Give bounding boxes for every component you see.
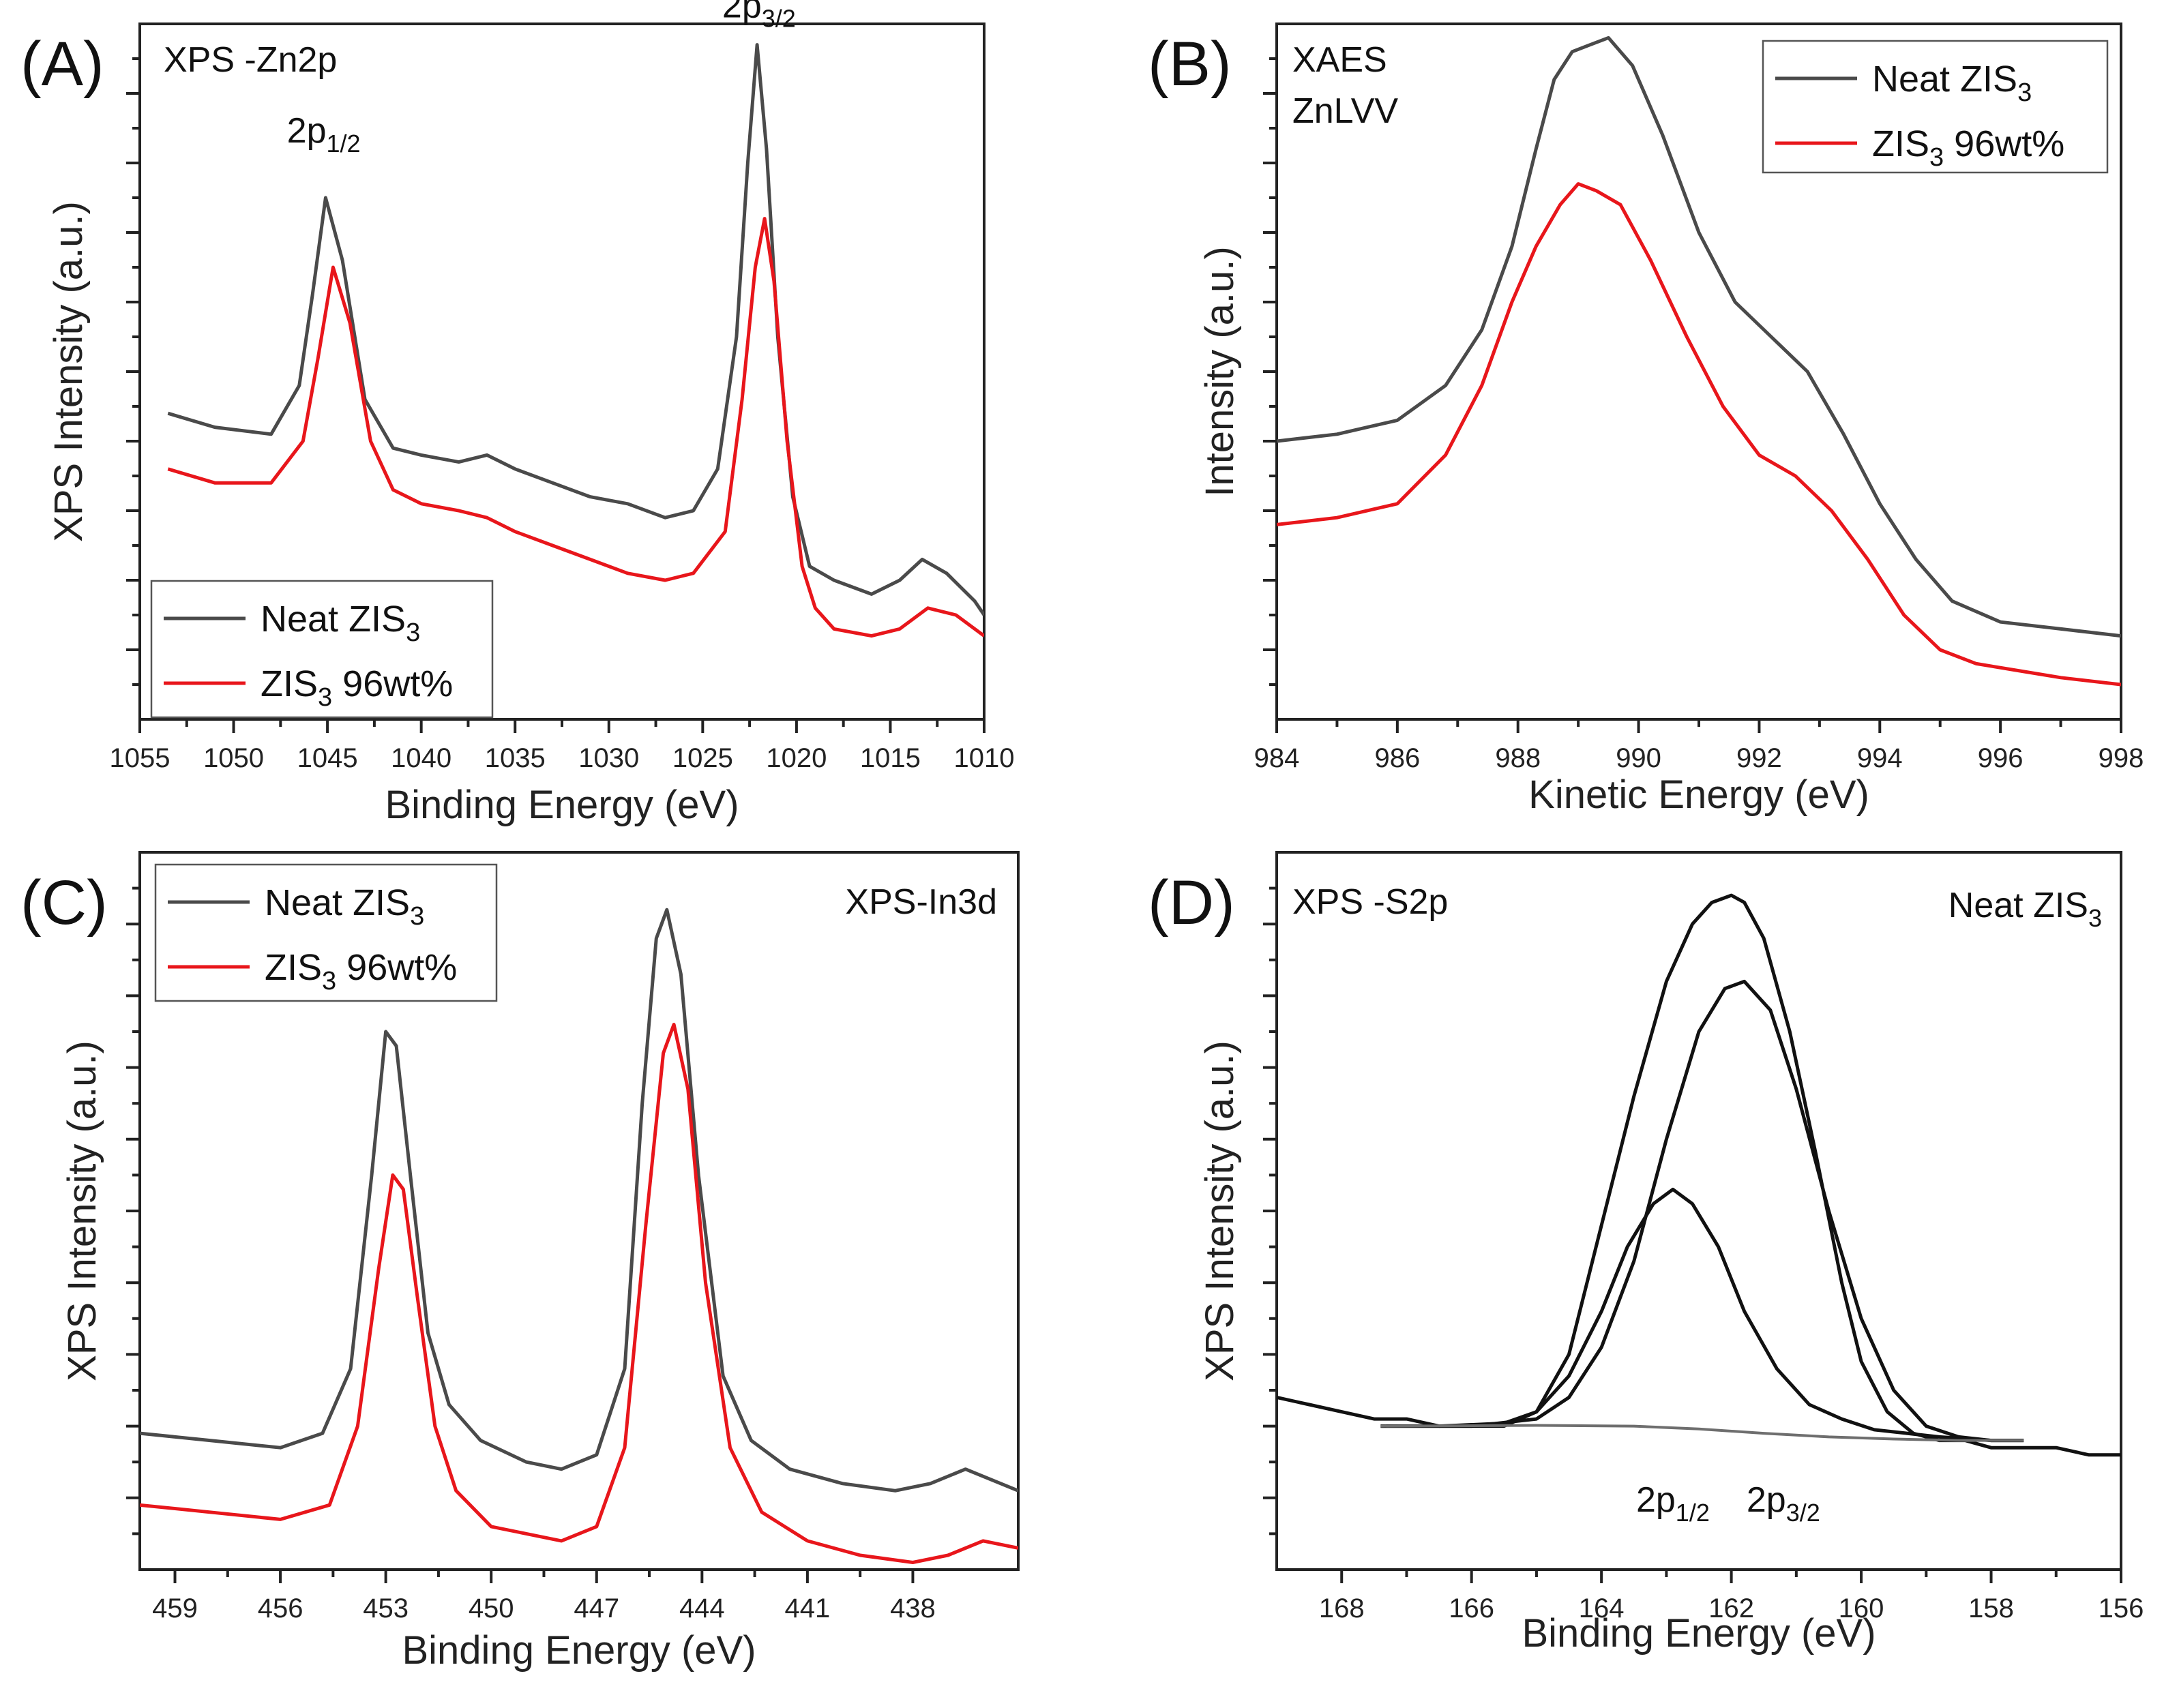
x-tick-label: 998: [2099, 743, 2144, 773]
x-tick-label: 158: [1968, 1593, 2014, 1623]
legend-label: Neat ZIS3: [261, 599, 420, 647]
x-tick-label: 1045: [297, 743, 358, 773]
legend-label: Neat ZIS3: [265, 882, 424, 931]
series-line-zis3-96wt: [167, 217, 984, 638]
series-line-background: [1380, 1424, 2024, 1442]
x-tick-label: 1030: [578, 743, 639, 773]
legend-box: [154, 863, 498, 1002]
x-tick-label: 1020: [766, 743, 827, 773]
legend-label: ZIS3 96wt%: [1872, 123, 2064, 172]
panel-letter: (B): [1148, 29, 1232, 99]
peak-annotation: 2p1/2: [287, 111, 361, 158]
x-tick-label: 459: [152, 1593, 198, 1623]
series-line-neat-zis3: [140, 908, 1018, 1493]
x-axis-label: Binding Energy (eV): [385, 783, 739, 827]
chart-title: XPS -Zn2p: [164, 40, 337, 80]
x-tick-label: 438: [890, 1593, 936, 1623]
sample-label: Neat ZIS3: [1948, 886, 2102, 932]
legend-box: [150, 580, 494, 719]
legend: Neat ZIS3 ZIS3 96wt%: [154, 863, 498, 1002]
x-axis-label: Binding Energy (eV): [1522, 1611, 1876, 1655]
legend: Neat ZIS3 ZIS3 96wt%: [1762, 40, 2109, 174]
panel-a: (A) 1055 1050 1045 1040 1035 1030 1025 1020 1015 1…: [20, 0, 1014, 827]
x-tick-label: 441: [785, 1593, 831, 1623]
plot-frame: [1275, 851, 2122, 1571]
x-tick-label: 992: [1736, 743, 1782, 773]
x-tick-label: 1025: [672, 743, 733, 773]
legend: Neat ZIS3 ZIS3 96wt%: [150, 580, 494, 719]
x-tick-label: 162: [1708, 1593, 1754, 1623]
x-tick-label: 456: [258, 1593, 303, 1623]
x-tick-label: 1040: [391, 743, 451, 773]
series-line-zis3-96wt: [140, 1023, 1018, 1564]
series-line-zis3-96wt: [1277, 182, 2121, 687]
y-axis-label: XPS Intensity (a.u.): [60, 1040, 104, 1381]
x-tick-label: 984: [1254, 743, 1300, 773]
x-tick-label: 996: [1978, 743, 2024, 773]
x-tick-label: 1010: [954, 743, 1015, 773]
x-tick-label: 160: [1839, 1593, 1884, 1623]
x-tick-label: 1015: [860, 743, 921, 773]
x-tick-label: 444: [679, 1593, 725, 1623]
y-axis-label: XPS Intensity (a.u.): [46, 201, 91, 542]
legend-label: ZIS3 96wt%: [261, 663, 453, 712]
series-line-neat-zis3: [167, 43, 984, 616]
x-tick-label: 166: [1449, 1593, 1494, 1623]
x-tick-label: 994: [1857, 743, 1903, 773]
series-line-neat-zis3: [1277, 35, 2121, 638]
x-tick-label: 453: [363, 1593, 409, 1623]
x-tick-label: 164: [1579, 1593, 1625, 1623]
peak-annotation: 2p3/2: [722, 0, 796, 32]
chart-title: XPS-In3d: [845, 882, 997, 922]
x-tick-label: 986: [1374, 743, 1420, 773]
panel-letter: (D): [1148, 868, 1235, 938]
x-tick-label: 156: [2099, 1593, 2144, 1623]
panel-c: (C) 459 456 453 450 447 444 441 438 Binding Energ…: [20, 851, 1020, 1673]
x-axis-label: Binding Energy (eV): [402, 1628, 756, 1673]
panel-b: (B) 984 986 988 990 992 994 996 998 Kinetic Energ…: [1148, 23, 2144, 817]
series-line-2p3-2: [1380, 979, 2024, 1443]
x-tick-label: 988: [1495, 743, 1541, 773]
x-tick-label: 168: [1319, 1593, 1365, 1623]
chart-title: XPS -S2p: [1292, 882, 1448, 922]
x-tick-label: 1035: [485, 743, 546, 773]
legend-label: Neat ZIS3: [1872, 59, 2032, 107]
x-axis-label: Kinetic Energy (eV): [1528, 773, 1869, 817]
y-axis-label: Intensity (a.u.): [1198, 246, 1242, 496]
peak-annotation: 2p3/2: [1747, 1480, 1820, 1527]
y-axis-label: XPS Intensity (a.u.): [1198, 1040, 1242, 1381]
x-tick-label: 447: [574, 1593, 619, 1623]
panel-d: (D) 168 166 164 162 160 158 156 Binding Energy (…: [1148, 851, 2144, 1655]
panel-letter: (C): [20, 868, 108, 938]
x-tick-label: 1050: [203, 743, 264, 773]
chart-subtitle: ZnLVV: [1292, 91, 1398, 131]
chart-title: XAES: [1292, 40, 1387, 80]
series-line-measured: [1277, 893, 2121, 1457]
x-tick-label: 450: [469, 1593, 514, 1623]
panel-letter: (A): [20, 29, 104, 99]
x-tick-label: 990: [1616, 743, 1661, 773]
legend-label: ZIS3 96wt%: [265, 947, 457, 995]
peak-annotation: 2p1/2: [1636, 1480, 1710, 1527]
x-tick-label: 1055: [110, 743, 171, 773]
legend-box: [1762, 40, 2109, 174]
series-line-2p1-2: [1380, 1187, 2024, 1443]
